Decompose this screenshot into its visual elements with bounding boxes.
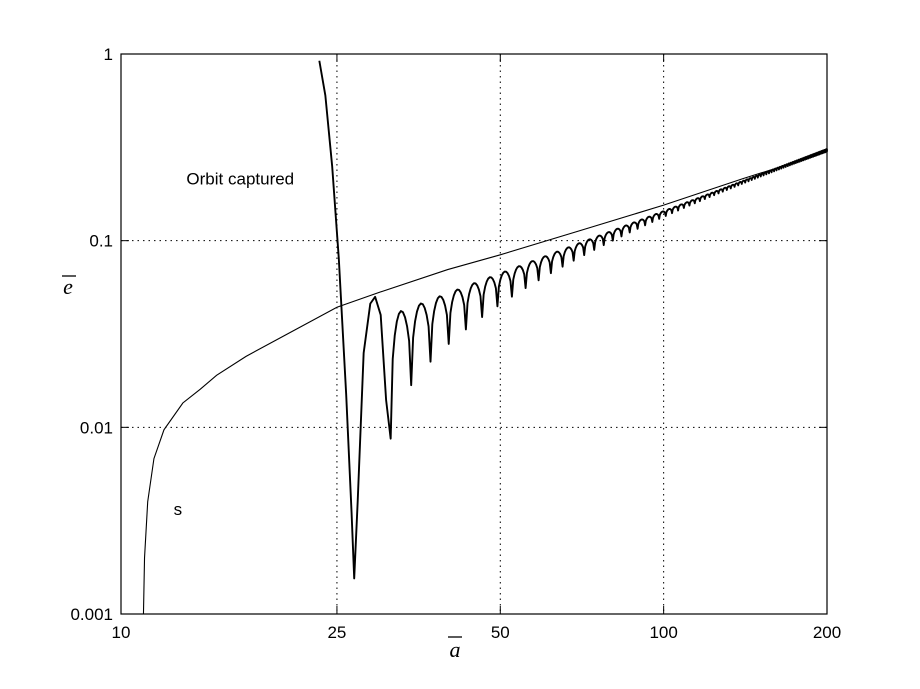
y-tick-label: 1 [104,45,113,64]
x-tick-label: 25 [327,623,346,642]
trajectory-line [318,60,828,580]
capture-boundary-line [142,159,803,615]
y-axis-label: e [63,274,73,299]
curves [142,60,828,615]
y-tick-label: 0.1 [89,232,113,251]
annotation: Orbit captured [186,169,294,188]
annotation: s [174,500,183,519]
x-tick-label: 200 [813,623,841,642]
tick-labels: 10 25 50 100 200 0.001 0.01 0.1 1 [70,45,841,642]
x-axis-label: a [450,637,461,662]
plot-frame [120,53,828,615]
x-tick-label: 10 [112,623,131,642]
ticks [121,54,827,614]
x-tick-label: 100 [649,623,677,642]
y-tick-label: 0.01 [80,418,113,437]
y-tick-label: 0.001 [70,605,113,624]
grid [121,54,827,614]
annotations: Orbit captured s [174,169,295,518]
x-tick-label: 50 [491,623,510,642]
